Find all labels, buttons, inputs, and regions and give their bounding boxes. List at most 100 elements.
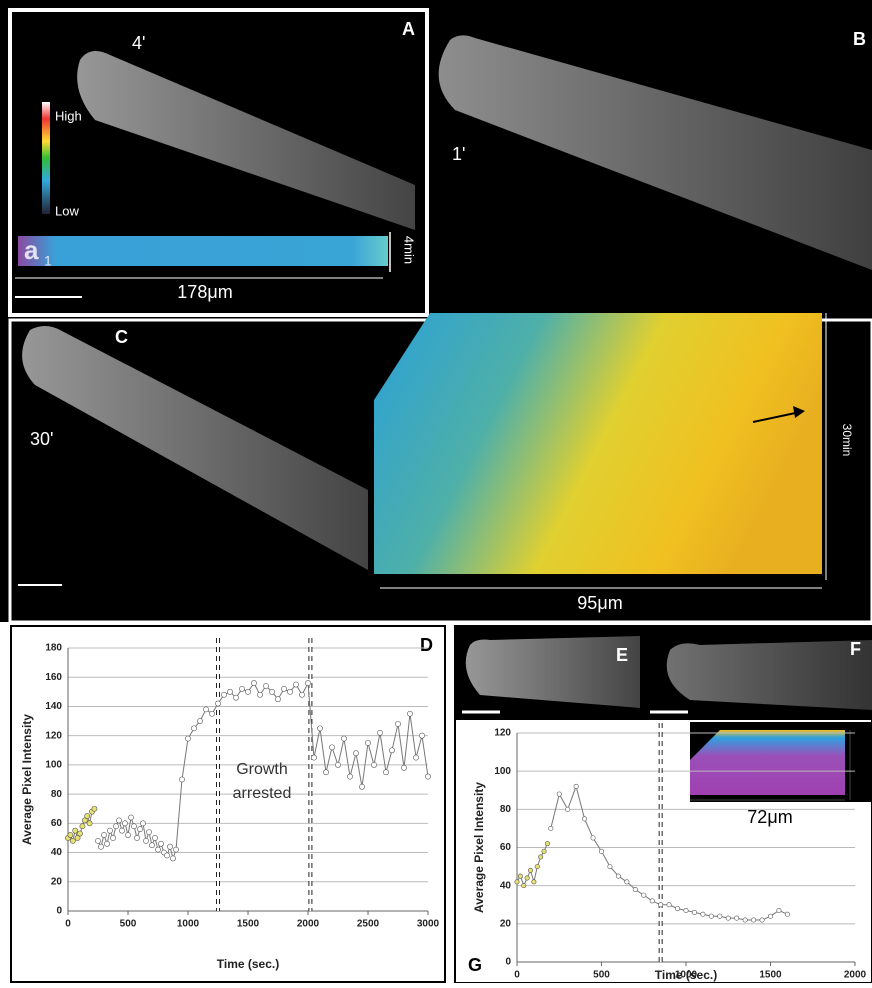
data-point bbox=[110, 835, 116, 841]
data-point bbox=[119, 827, 125, 834]
data-point bbox=[179, 776, 185, 783]
kymograph bbox=[374, 313, 822, 574]
x-tick-label: 500 bbox=[120, 919, 137, 930]
data-point bbox=[528, 867, 534, 873]
data-point bbox=[84, 813, 91, 819]
data-point bbox=[215, 700, 221, 707]
y-axis-label: Average Pixel Intensity bbox=[20, 714, 34, 845]
data-point bbox=[227, 688, 233, 695]
y-tick-label: 120 bbox=[45, 730, 62, 741]
data-point bbox=[311, 754, 317, 761]
x-tick-label: 0 bbox=[514, 970, 520, 981]
data-point bbox=[691, 909, 697, 915]
data-point bbox=[116, 817, 122, 824]
annotation: Growth bbox=[236, 761, 288, 778]
data-point bbox=[77, 830, 83, 837]
data-point bbox=[784, 911, 790, 917]
data-point bbox=[407, 710, 413, 717]
data-point bbox=[257, 691, 263, 698]
data-point bbox=[353, 750, 359, 757]
data-point bbox=[767, 913, 773, 919]
data-point bbox=[590, 835, 596, 841]
x-tick-label: 2000 bbox=[297, 919, 320, 930]
y-tick-label: 160 bbox=[45, 672, 62, 683]
y-tick-label: 80 bbox=[51, 789, 63, 800]
data-point bbox=[615, 873, 621, 879]
time-label: 1' bbox=[452, 144, 465, 164]
data-point bbox=[167, 843, 173, 850]
arrow bbox=[752, 411, 801, 423]
panel-label: C bbox=[115, 327, 128, 347]
data-point bbox=[383, 769, 389, 776]
data-point bbox=[573, 783, 579, 789]
y-tick-label: 60 bbox=[51, 818, 63, 829]
data-point bbox=[347, 773, 353, 780]
data-point bbox=[269, 688, 275, 695]
duration: 30min bbox=[840, 424, 854, 457]
pollen-tube bbox=[77, 51, 416, 230]
data-point bbox=[197, 718, 203, 724]
data-point bbox=[251, 680, 257, 686]
data-point bbox=[759, 917, 765, 923]
y-tick-label: 20 bbox=[500, 918, 512, 929]
data-point bbox=[263, 683, 269, 689]
data-point bbox=[299, 691, 305, 698]
data-point bbox=[113, 823, 119, 830]
data-point bbox=[91, 805, 98, 812]
data-point bbox=[419, 732, 425, 739]
data-point bbox=[534, 864, 540, 870]
data-point bbox=[275, 696, 281, 703]
data-point bbox=[395, 721, 401, 727]
data-point bbox=[683, 907, 689, 913]
data-point bbox=[170, 855, 176, 862]
data-point bbox=[524, 875, 530, 881]
x-tick-label: 1500 bbox=[237, 919, 260, 930]
data-point bbox=[514, 879, 520, 885]
x-tick-label: 2500 bbox=[357, 919, 380, 930]
data-point bbox=[341, 735, 347, 742]
data-point bbox=[323, 769, 329, 776]
data-point bbox=[425, 773, 431, 780]
data-point bbox=[335, 761, 341, 768]
data-point bbox=[134, 835, 140, 841]
y-tick-label: 40 bbox=[51, 847, 63, 858]
length: 95μm bbox=[577, 593, 622, 613]
data-point bbox=[371, 761, 377, 768]
data-point bbox=[128, 814, 134, 821]
data-point bbox=[122, 820, 128, 827]
data-point bbox=[742, 917, 748, 923]
panel-label: F bbox=[850, 639, 861, 659]
length: 178μm bbox=[177, 282, 232, 302]
data-point bbox=[185, 735, 191, 742]
y-tick-label: 40 bbox=[500, 880, 512, 891]
kymograph bbox=[690, 730, 845, 795]
data-point bbox=[538, 854, 544, 860]
data-point bbox=[86, 820, 93, 827]
data-point bbox=[155, 846, 161, 853]
data-point bbox=[531, 879, 537, 885]
data-point bbox=[305, 680, 311, 686]
data-point bbox=[675, 906, 681, 912]
series-line bbox=[516, 843, 548, 888]
data-point bbox=[137, 826, 143, 833]
length: 72μm bbox=[747, 807, 792, 827]
data-point bbox=[239, 686, 245, 692]
panel-label: B bbox=[853, 29, 866, 49]
data-point bbox=[582, 816, 588, 822]
data-point bbox=[140, 820, 146, 827]
y-tick-label: 180 bbox=[45, 643, 62, 654]
data-point bbox=[149, 842, 155, 849]
data-point bbox=[658, 902, 664, 908]
data-point bbox=[725, 915, 731, 921]
panel-a-frame bbox=[8, 8, 429, 317]
color-scale bbox=[42, 102, 50, 214]
data-point bbox=[233, 694, 239, 701]
y-tick-label: 120 bbox=[494, 728, 511, 739]
data-point bbox=[79, 823, 86, 830]
data-point bbox=[146, 829, 152, 835]
data-point bbox=[598, 848, 604, 854]
y-tick-label: 20 bbox=[51, 876, 63, 887]
panel-d-frame bbox=[10, 625, 446, 983]
data-point bbox=[72, 827, 79, 834]
panel-label: A bbox=[402, 19, 415, 39]
